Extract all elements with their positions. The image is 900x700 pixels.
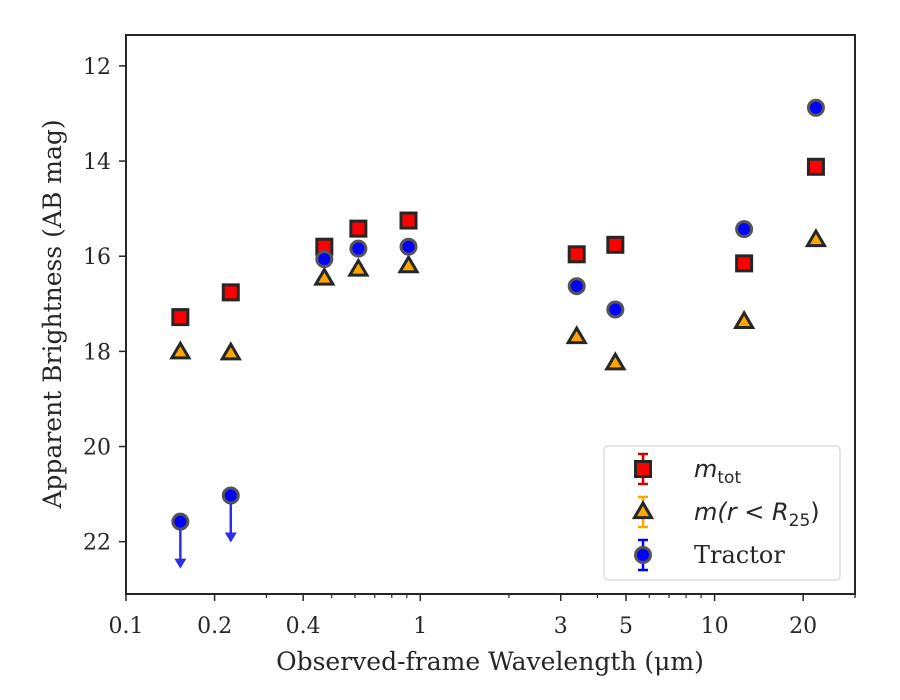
y-tick-label: 22	[83, 531, 111, 556]
data-point-circle	[606, 300, 625, 319]
legend-entry: Tractor	[634, 538, 785, 572]
data-point-circle	[171, 512, 190, 531]
data-point-triangle	[347, 257, 370, 277]
x-tick-label: 1	[413, 614, 427, 639]
y-tick-label: 18	[83, 340, 111, 365]
data-point-square	[567, 245, 586, 264]
data-point-circle	[221, 486, 240, 505]
data-point-square	[735, 254, 754, 273]
data-point-circle	[315, 250, 334, 269]
x-axis-label: Observed-frame Wavelength (μm)	[276, 647, 704, 676]
legend-entry: m(r < R25)	[631, 495, 820, 531]
data-point-square	[349, 219, 368, 238]
legend-box	[603, 445, 841, 581]
series-circle	[171, 98, 825, 569]
y-tick-label: 12	[83, 55, 111, 80]
x-tick-label: 10	[701, 614, 729, 639]
y-axis-label: Apparent Brightness (AB mag)	[38, 119, 67, 509]
data-point-circle	[735, 220, 754, 239]
x-tick-label: 0.4	[286, 614, 321, 639]
data-point-square	[806, 157, 825, 176]
data-point-circle	[399, 237, 418, 256]
x-tick-label: 20	[789, 614, 817, 639]
upper-limit-arrow-head	[174, 558, 187, 569]
x-tick-label: 0.1	[109, 614, 144, 639]
series-triangle	[169, 228, 828, 371]
data-point-triangle	[313, 266, 336, 286]
data-point-circle	[567, 277, 586, 296]
data-point-circle	[806, 98, 825, 117]
legend-entry: mtot	[634, 452, 741, 488]
x-axis: 0.1 0.2 0.4 1 3 5 10 20	[109, 594, 856, 639]
legend-marker-triangle	[631, 500, 655, 520]
x-tick-label: 5	[619, 614, 633, 639]
upper-limit-arrow-head	[224, 532, 237, 543]
y-tick-label: 20	[83, 436, 111, 461]
x-tick-label: 0.2	[197, 614, 232, 639]
y-axis: 12 14 16 18 20 22	[83, 55, 126, 556]
legend-marker-square	[634, 460, 652, 478]
data-point-triangle	[169, 340, 192, 360]
x-tick-label: 3	[554, 614, 568, 639]
legend-label: mtot	[694, 455, 741, 488]
data-point-triangle	[604, 351, 627, 371]
legend-label: m(r < R25)	[694, 498, 820, 531]
legend-marker-circle	[634, 546, 652, 564]
data-point-triangle	[732, 309, 756, 329]
y-tick-label: 14	[83, 150, 111, 175]
data-point-circle	[349, 239, 368, 258]
data-point-square	[171, 308, 190, 327]
data-point-triangle	[397, 254, 420, 274]
data-marks	[169, 98, 828, 569]
data-point-triangle	[219, 341, 242, 361]
data-point-square	[606, 235, 625, 254]
data-point-triangle	[804, 228, 828, 248]
y-tick-label: 16	[83, 245, 111, 270]
legend: mtot m(r < R25) Tractor	[603, 445, 841, 581]
legend-label: Tractor	[694, 541, 785, 569]
data-point-square	[221, 283, 240, 302]
data-point-triangle	[565, 325, 588, 345]
plot-frame	[125, 34, 856, 595]
series-square	[171, 157, 825, 327]
data-point-square	[399, 211, 418, 230]
